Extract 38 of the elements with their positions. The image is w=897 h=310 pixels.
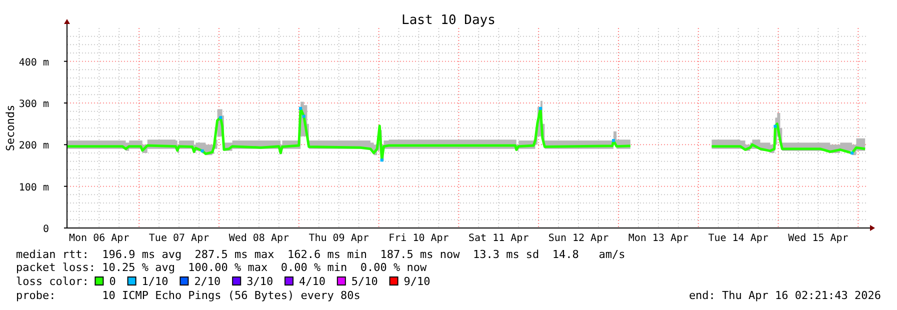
text: probe: 10 ICMP Echo Pings (56 Bytes) every 80s <box>16 289 360 302</box>
point <box>612 139 615 142</box>
x-tick-label: Mon 06 Apr <box>69 233 130 244</box>
x-tick-label: Mon 13 Apr <box>628 233 689 244</box>
x-tick-label: Sun 12 Apr <box>548 233 609 244</box>
legend-label: 2/10 <box>194 275 221 288</box>
y-tick-label: 400 m <box>18 57 49 68</box>
point <box>539 106 542 110</box>
y-tick-label: 300 m <box>18 99 49 110</box>
legend-label: 1/10 <box>142 275 168 288</box>
x-tick-label: Fri 10 Apr <box>388 233 449 244</box>
x-tick-label: Wed 15 Apr <box>788 233 848 244</box>
point <box>200 149 204 152</box>
x-tick-label: Wed 08 Apr <box>228 233 290 244</box>
y-tick-label: 100 m <box>18 182 49 194</box>
x-tick-label: Tue 14 Apr <box>708 233 768 244</box>
x-tick-label: Sat 11 Apr <box>468 233 529 244</box>
point <box>850 152 854 154</box>
text: median rtt: 196.9 ms avg 287.5 ms max 162.6 ms min 187.5 ms now 13.3 ms sd 14.8 am/s <box>16 248 626 261</box>
point <box>302 114 306 118</box>
y-tick-label: 200 m <box>18 140 49 152</box>
point <box>774 124 777 128</box>
x-tick-label: Tue 07 Apr <box>148 233 210 244</box>
point <box>219 116 222 120</box>
legend-label: 3/10 <box>246 275 274 288</box>
legend-label: 5/10 <box>351 275 378 288</box>
y-tick-label: 0 <box>42 224 49 235</box>
point <box>299 106 302 110</box>
x-tick-label: Thu 09 Apr <box>308 233 369 244</box>
legend-label: 9/10 <box>404 275 430 288</box>
text: packet loss: 10.25 % avg 100.00 % max 0.00 % min 0.00 % now <box>16 261 427 274</box>
chart-title: Last 10 Days <box>402 13 496 28</box>
y-axis-title: Seconds <box>4 104 17 152</box>
legend-title: loss color: <box>16 275 89 288</box>
legend-label: 4/10 <box>299 275 326 288</box>
point <box>380 158 384 162</box>
text: end: Thu Apr 16 02:21:43 2026 <box>688 289 881 302</box>
legend-label: 0 <box>109 275 116 288</box>
